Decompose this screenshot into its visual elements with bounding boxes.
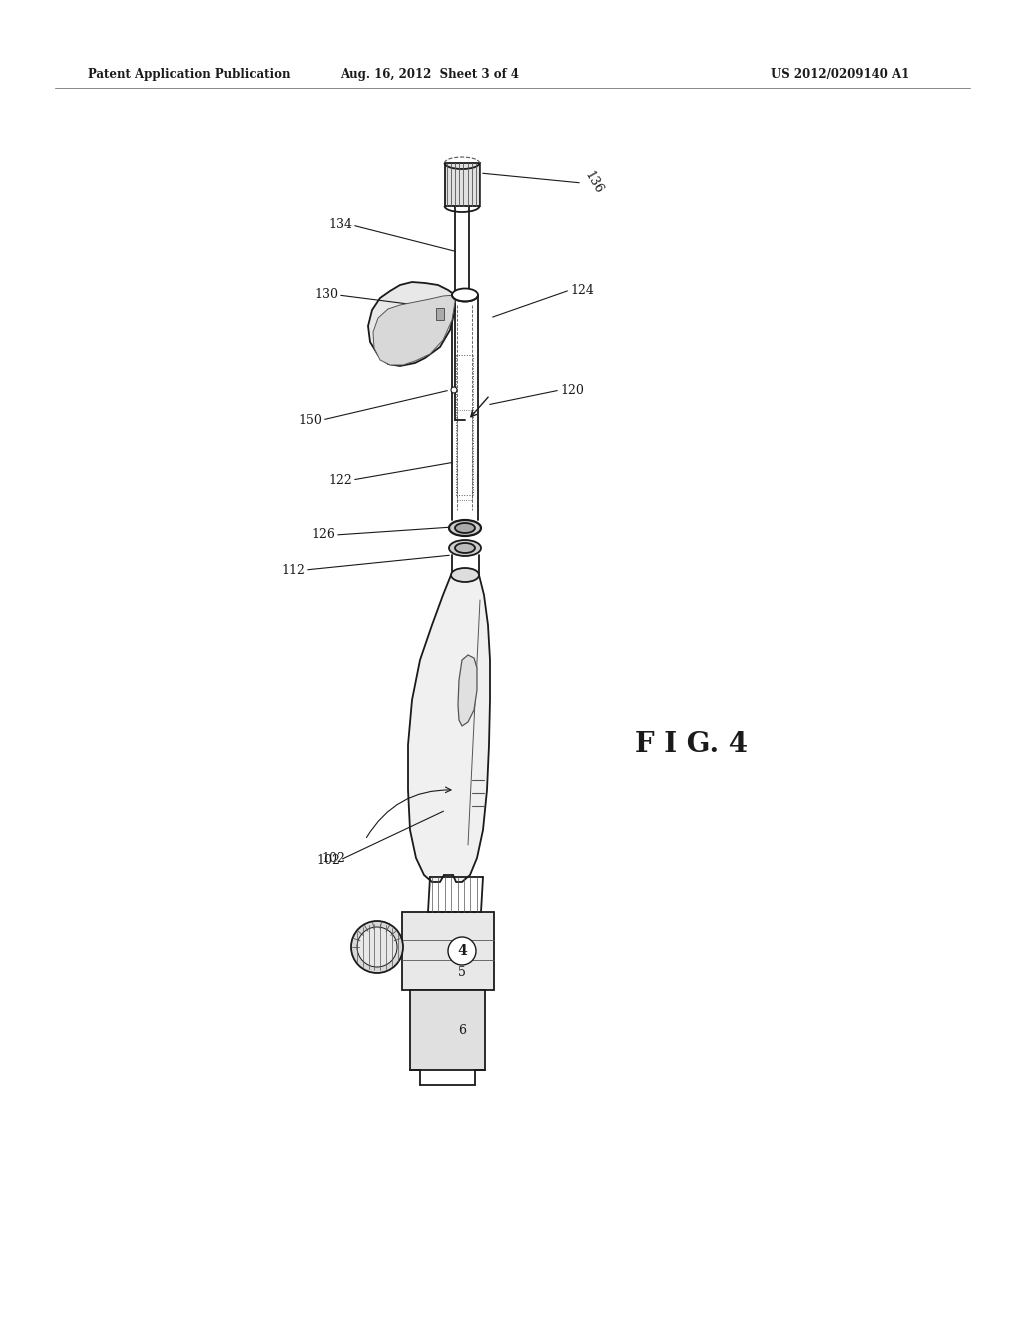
Ellipse shape [449, 520, 481, 536]
Text: 126: 126 [311, 528, 335, 541]
Ellipse shape [455, 523, 475, 533]
Polygon shape [373, 294, 455, 366]
Circle shape [351, 921, 403, 973]
Text: 5: 5 [458, 966, 466, 979]
Text: 6: 6 [458, 1023, 466, 1036]
Text: Patent Application Publication: Patent Application Publication [88, 69, 291, 81]
Polygon shape [445, 162, 480, 206]
Text: US 2012/0209140 A1: US 2012/0209140 A1 [771, 69, 909, 81]
Text: 4: 4 [457, 944, 467, 958]
Polygon shape [368, 282, 455, 366]
Polygon shape [408, 576, 490, 882]
Text: 130: 130 [314, 289, 338, 301]
Polygon shape [410, 990, 485, 1071]
Text: 112: 112 [282, 564, 305, 577]
Ellipse shape [449, 540, 481, 556]
Text: 150: 150 [298, 413, 322, 426]
Circle shape [357, 927, 397, 968]
Text: 136: 136 [582, 169, 605, 197]
Text: F I G. 4: F I G. 4 [635, 731, 748, 759]
Ellipse shape [451, 568, 479, 582]
Polygon shape [458, 655, 477, 726]
Ellipse shape [452, 289, 478, 301]
Text: 122: 122 [329, 474, 352, 487]
Text: 102: 102 [316, 854, 340, 866]
Text: Aug. 16, 2012  Sheet 3 of 4: Aug. 16, 2012 Sheet 3 of 4 [341, 69, 519, 81]
Ellipse shape [455, 543, 475, 553]
Polygon shape [436, 308, 444, 319]
Polygon shape [402, 912, 494, 990]
Text: 120: 120 [560, 384, 584, 396]
Circle shape [449, 937, 476, 965]
Text: 124: 124 [570, 284, 594, 297]
Text: 102: 102 [322, 851, 345, 865]
Text: 134: 134 [328, 219, 352, 231]
Circle shape [451, 387, 457, 393]
